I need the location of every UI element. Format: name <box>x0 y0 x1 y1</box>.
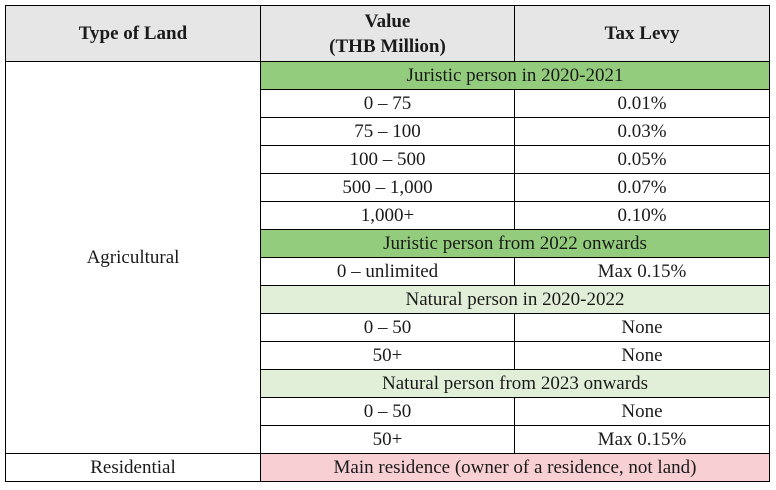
section-row: Agricultural Juristic person in 2020-202… <box>5 61 770 454</box>
land-type-residential: Residential <box>5 453 261 482</box>
header-type-of-land: Type of Land <box>5 5 261 62</box>
value-cell: 0 – 50 <box>260 397 515 426</box>
value-cell: 100 – 500 <box>260 145 515 174</box>
table-row: 500 – 1,000 0.07% <box>6 173 770 202</box>
tax-levy-table: Type of Land Value (THB Million) Tax Lev… <box>5 5 770 482</box>
table-row: 75 – 100 0.03% <box>6 117 770 146</box>
table-row: 0 – 75 0.01% <box>6 89 770 118</box>
section-row: Natural person in 2020-2022 <box>6 285 770 314</box>
header-value-line1: Value <box>364 10 411 32</box>
header-value: Value (THB Million) <box>260 5 515 62</box>
residential-note: Main residence (owner of a residence, no… <box>260 453 770 482</box>
levy-cell: 0.03% <box>514 117 770 146</box>
section-title: Natural person in 2020-2022 <box>260 285 770 314</box>
section-title: Natural person from 2023 onwards <box>260 369 770 398</box>
value-cell: 0 – 50 <box>260 313 515 342</box>
levy-cell: Max 0.15% <box>514 425 770 454</box>
section-row: Juristic person from 2022 onwards <box>6 229 770 258</box>
residential-row: Residential Main residence (owner of a r… <box>5 453 770 482</box>
value-cell: 1,000+ <box>260 201 515 230</box>
value-cell: 75 – 100 <box>260 117 515 146</box>
levy-cell: 0.10% <box>514 201 770 230</box>
levy-cell: 0.07% <box>514 173 770 202</box>
header-value-line2: (THB Million) <box>329 35 446 57</box>
table-row: 1,000+ 0.10% <box>6 201 770 230</box>
land-type-agricultural: Agricultural <box>5 61 261 454</box>
section-title: Juristic person in 2020-2021 <box>260 61 770 90</box>
section-title: Juristic person from 2022 onwards <box>260 229 770 258</box>
value-cell: 50+ <box>260 341 515 370</box>
header-row: Type of Land Value (THB Million) Tax Lev… <box>5 5 770 62</box>
table-row: 0 – 50 None <box>6 397 770 426</box>
levy-cell: 0.05% <box>514 145 770 174</box>
levy-cell: None <box>514 341 770 370</box>
levy-cell: None <box>514 397 770 426</box>
value-cell: 500 – 1,000 <box>260 173 515 202</box>
levy-cell: Max 0.15% <box>514 257 770 286</box>
value-cell: 0 – unlimited <box>260 257 515 286</box>
table-row: 0 – unlimited Max 0.15% <box>6 257 770 286</box>
table-row: 0 – 50 None <box>6 313 770 342</box>
table-row: 100 – 500 0.05% <box>6 145 770 174</box>
levy-cell: None <box>514 313 770 342</box>
section-row: Natural person from 2023 onwards <box>6 369 770 398</box>
header-tax-levy: Tax Levy <box>514 5 770 62</box>
value-cell: 50+ <box>260 425 515 454</box>
value-cell: 0 – 75 <box>260 89 515 118</box>
levy-cell: 0.01% <box>514 89 770 118</box>
